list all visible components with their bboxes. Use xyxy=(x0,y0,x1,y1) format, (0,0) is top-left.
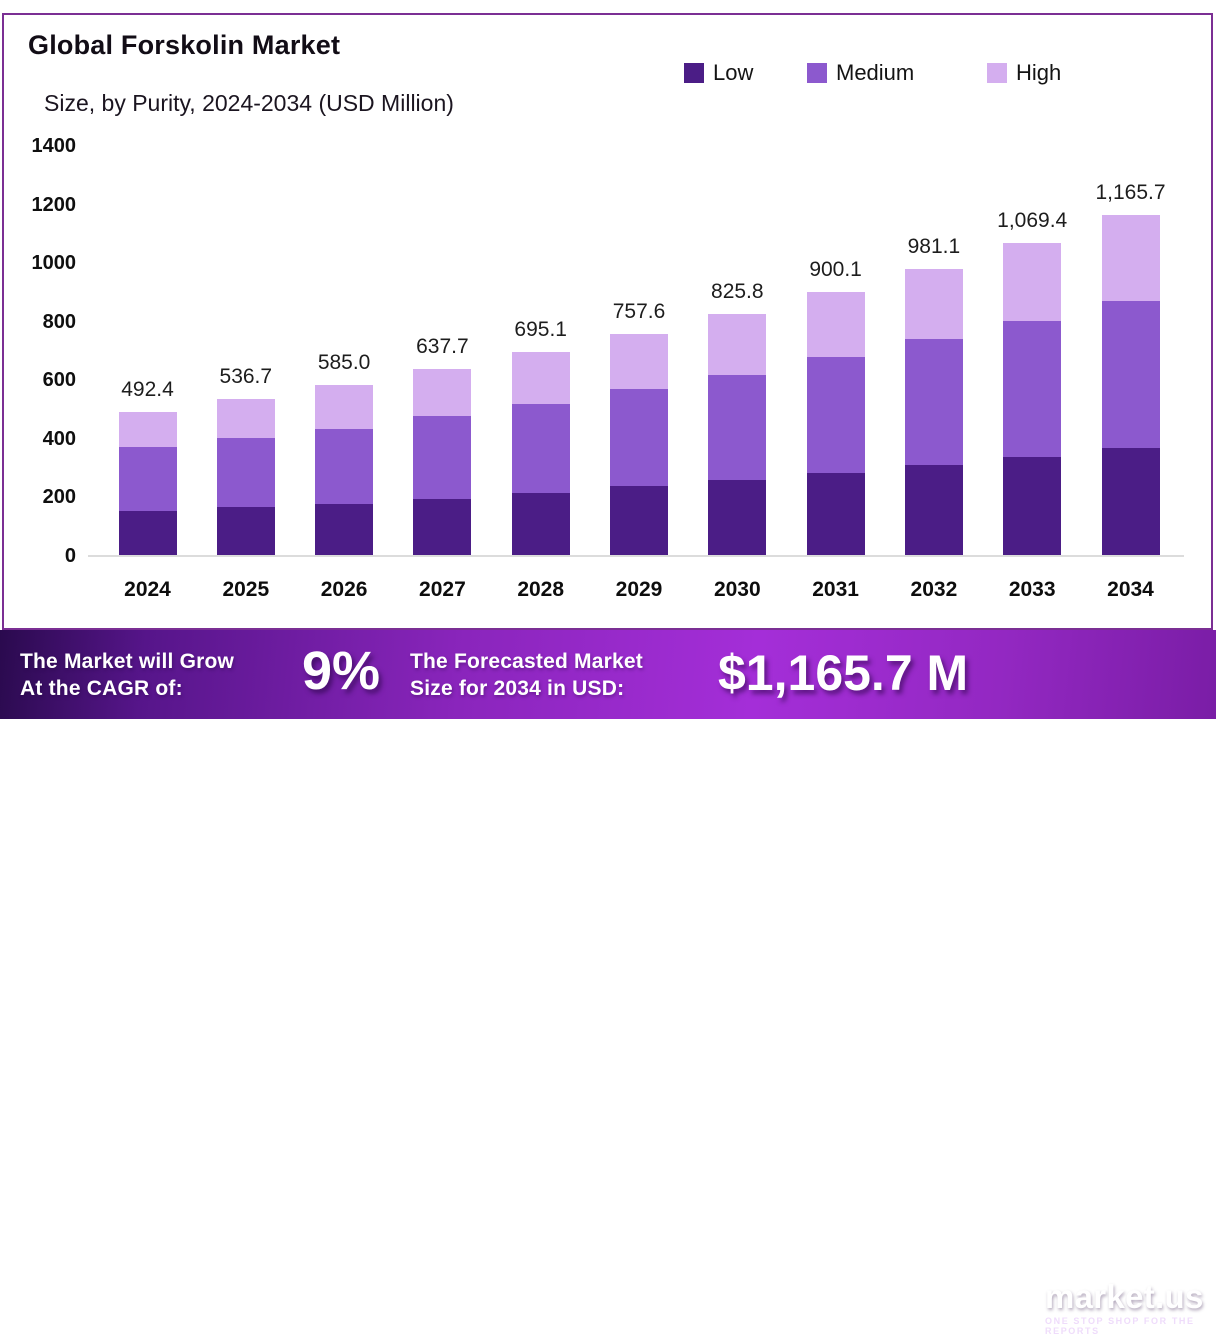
bar-segment-medium-2029 xyxy=(610,388,668,487)
x-axis-category-label: 2024 xyxy=(124,578,171,601)
legend-label-low: Low xyxy=(713,60,754,85)
brand-name: market.us xyxy=(1045,1278,1204,1315)
cagr-value: 9% xyxy=(302,641,381,701)
bar-segment-medium-2034 xyxy=(1101,300,1160,449)
bar-segment-medium-2027 xyxy=(413,416,472,499)
cagr-caption: The Market will Grow At the CAGR of: xyxy=(20,648,234,702)
bar-segment-high-2026 xyxy=(315,384,374,429)
bar-segment-high-2031 xyxy=(806,292,865,357)
bar-segment-low-2030 xyxy=(708,479,767,556)
y-axis-tick-label: 1000 xyxy=(31,252,77,275)
y-axis-tick-label: 600 xyxy=(42,369,76,392)
legend-label-medium: Medium xyxy=(836,60,915,85)
bar-segment-medium-2026 xyxy=(315,428,374,504)
x-axis-category-label: 2029 xyxy=(615,578,663,601)
legend-label-high: High xyxy=(1016,60,1062,85)
brand-tagline: ONE STOP SHOP FOR THE REPORTS xyxy=(1045,1316,1195,1336)
bar-total-label: 757.6 xyxy=(612,300,666,324)
bar-total-label: 585.0 xyxy=(317,350,371,374)
legend-swatch-low xyxy=(684,63,704,83)
legend-item-low: Low xyxy=(684,60,753,86)
legend-item-high: High xyxy=(987,60,1061,86)
bar-segment-high-2028 xyxy=(511,352,570,405)
brand-text: market.us ONE STOP SHOP FOR THE REPORTS xyxy=(1045,1280,1216,1336)
x-axis-category-label: 2032 xyxy=(910,578,958,601)
bar-total-label: 536.7 xyxy=(219,364,273,388)
infographic: Global Forskolin Market Size, by Purity,… xyxy=(0,13,1216,1336)
bar-segment-medium-2030 xyxy=(708,374,767,480)
bar-segment-low-2032 xyxy=(904,464,963,556)
cagr-caption-line1: The Market will Grow xyxy=(20,650,235,673)
bar-segment-high-2024 xyxy=(118,411,177,447)
x-axis-category-label: 2025 xyxy=(222,578,270,601)
bar-segment-low-2033 xyxy=(1003,457,1062,556)
x-axis-line xyxy=(88,555,1184,557)
bar-total-label: 981.1 xyxy=(907,234,961,258)
bar-segment-low-2031 xyxy=(806,473,865,556)
bar-segment-low-2034 xyxy=(1101,448,1160,556)
bar-segment-low-2024 xyxy=(118,511,177,556)
bar-total-label: 637.7 xyxy=(416,335,469,359)
bar-total-label: 1,069.4 xyxy=(997,208,1068,232)
brand-lockup: market.us ONE STOP SHOP FOR THE REPORTS xyxy=(975,1280,1216,1336)
forecast-caption-line2: Size for 2034 in USD: xyxy=(410,677,625,700)
market-us-logo-icon xyxy=(975,1280,1035,1335)
bar-segment-low-2028 xyxy=(511,493,570,556)
bar-segment-high-2027 xyxy=(413,369,472,417)
x-axis-category-label: 2034 xyxy=(1107,578,1154,601)
x-axis-category-label: 2030 xyxy=(713,578,761,601)
bar-total-label: 825.8 xyxy=(711,280,764,304)
x-axis-category-label: 2026 xyxy=(320,578,368,601)
legend-swatch-high xyxy=(987,63,1007,83)
forecast-value: $1,165.7 M xyxy=(718,645,969,701)
x-axis-category-label: 2027 xyxy=(419,578,466,601)
bar-segment-high-2033 xyxy=(1003,242,1062,321)
y-axis-tick-label: 0 xyxy=(64,545,76,567)
legend-swatch-medium xyxy=(807,63,827,83)
bar-segment-high-2029 xyxy=(610,334,668,389)
bar-segment-high-2025 xyxy=(216,398,275,438)
y-axis-tick-label: 200 xyxy=(42,486,76,509)
bar-segment-medium-2032 xyxy=(904,338,963,465)
bar-segment-medium-2033 xyxy=(1003,320,1062,457)
cagr-caption-line2: At the CAGR of: xyxy=(20,677,183,700)
forecast-caption: The Forecasted Market Size for 2034 in U… xyxy=(410,648,643,702)
bar-segment-medium-2025 xyxy=(216,437,275,508)
x-axis-category-label: 2033 xyxy=(1008,578,1056,601)
bar-segment-low-2026 xyxy=(315,503,374,556)
chart-title: Global Forskolin Market xyxy=(28,30,341,60)
bar-total-label: 1,165.7 xyxy=(1095,180,1166,204)
chart-subtitle: Size, by Purity, 2024-2034 (USD Million) xyxy=(44,90,454,116)
bar-segment-low-2025 xyxy=(216,507,275,556)
bar-segment-medium-2031 xyxy=(806,356,865,474)
bar-total-label: 492.4 xyxy=(121,377,174,401)
legend-item-medium: Medium xyxy=(807,60,914,86)
y-axis-tick-label: 1400 xyxy=(31,135,77,157)
bar-segment-high-2034 xyxy=(1101,214,1160,301)
bar-segment-high-2030 xyxy=(708,314,767,375)
x-axis-category-label: 2031 xyxy=(812,578,859,601)
x-axis-category-label: 2028 xyxy=(517,578,565,601)
forecast-caption-line1: The Forecasted Market xyxy=(410,650,643,673)
bar-segment-high-2032 xyxy=(904,268,963,339)
y-axis-tick-label: 1200 xyxy=(31,193,77,216)
bar-total-label: 900.1 xyxy=(809,258,862,282)
y-axis-tick-label: 800 xyxy=(42,310,76,333)
bar-segment-low-2027 xyxy=(413,498,472,556)
footer-banner: The Market will Grow At the CAGR of: 9% … xyxy=(0,630,1216,1336)
bar-segment-low-2029 xyxy=(610,486,668,556)
bar-segment-medium-2024 xyxy=(118,446,177,512)
y-axis-tick-label: 400 xyxy=(42,427,76,450)
bar-total-label: 695.1 xyxy=(514,318,567,342)
bar-segment-medium-2028 xyxy=(511,404,570,494)
